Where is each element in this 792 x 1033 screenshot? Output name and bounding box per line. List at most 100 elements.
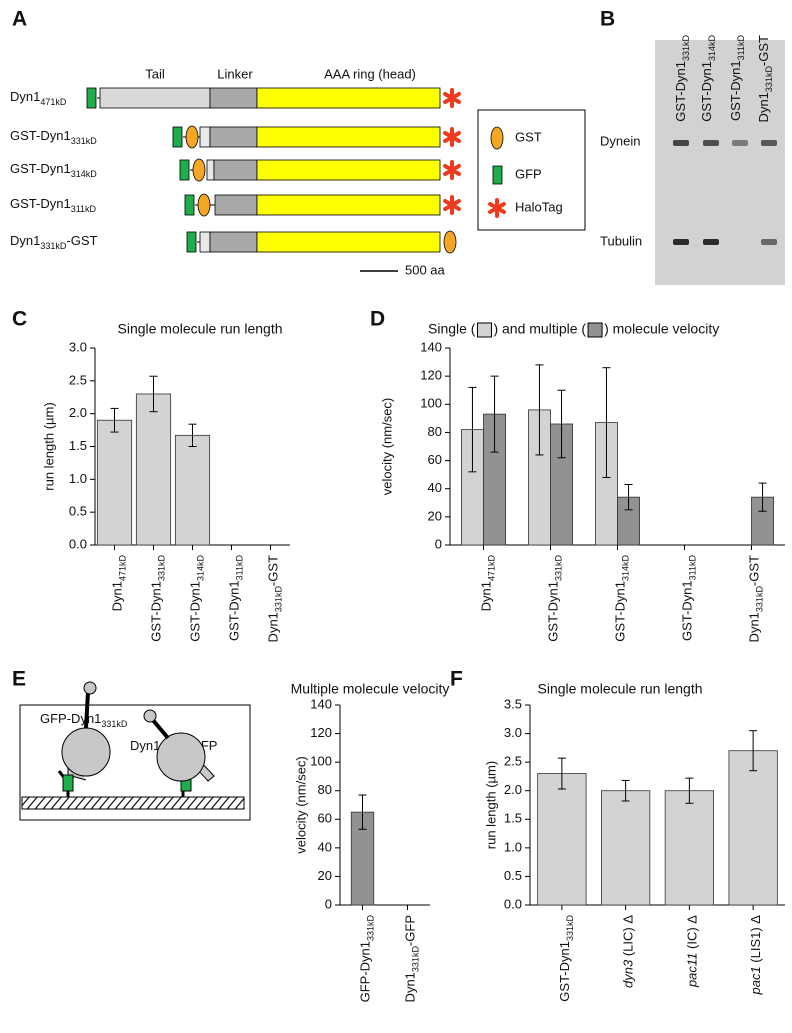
label-part: 331kD [554, 554, 564, 581]
label-part: 314kD [71, 169, 98, 179]
label-part: pac11 [685, 953, 700, 988]
domain [256, 231, 441, 253]
label-part: GST-Dyn1 [673, 61, 688, 122]
label-part: Dyn1 [10, 89, 40, 104]
label-part: 311kD [235, 555, 245, 581]
legend-swatch [476, 322, 492, 338]
y-tick-label: 0.0 [504, 896, 522, 911]
x-tick-label: Dyn1471kD [479, 554, 497, 611]
gel-band [673, 239, 689, 245]
label-part: GST-Dyn1 [149, 581, 164, 642]
domain [209, 126, 258, 148]
chart-title: Single molecule run length [118, 321, 283, 337]
label-part: 314kD [196, 554, 206, 581]
label-part: (LIC) Δ [621, 915, 636, 960]
y-tick-label: 0.0 [69, 536, 87, 551]
label-part: -GFP [403, 915, 418, 946]
legend-label: GST [515, 129, 542, 144]
label-part: 331kD [157, 554, 167, 581]
error-bar [758, 482, 767, 512]
gfp [184, 194, 195, 216]
y-tick-label: 1.0 [69, 471, 87, 486]
label-part: GST-Dyn1 [188, 581, 203, 642]
gst [197, 193, 211, 217]
halotag [488, 202, 506, 214]
label-part: GST-Dyn1 [728, 60, 743, 121]
domain-label: Linker [217, 66, 253, 81]
error-bar [110, 407, 119, 433]
domain [209, 231, 258, 253]
dynein-tip [143, 709, 157, 723]
label-part: 331kD [274, 586, 284, 613]
dynein-stalk [84, 691, 90, 729]
domain [206, 159, 215, 181]
label-part: 471kD [487, 554, 497, 581]
label-part: 331kD [366, 914, 376, 941]
label-part: Dyn1 [479, 581, 494, 611]
y-tick-label: 100 [420, 396, 442, 411]
error-bar [685, 777, 694, 804]
panel-letter: B [600, 8, 615, 31]
y-axis-label: run length (µm) [41, 402, 56, 490]
y-tick-label: 120 [420, 368, 442, 383]
domain-label: Tail [145, 66, 165, 81]
y-tick-label: 3.0 [69, 339, 87, 354]
label-part: -GST [266, 555, 281, 586]
halotag [443, 92, 461, 104]
bar [135, 393, 172, 546]
bar [96, 419, 133, 546]
y-tick-label: 60 [428, 452, 442, 467]
label-part: Dyn1 [266, 612, 281, 642]
error-bar [749, 730, 758, 772]
error-bar [621, 779, 630, 802]
panel-letter: F [450, 668, 463, 691]
legend-label: HaloTag [515, 199, 563, 214]
error-bar [468, 386, 477, 473]
y-tick-label: 40 [428, 480, 442, 495]
y-tick-label: 140 [310, 696, 332, 711]
x-tick-label: GST-Dyn1331kD [546, 554, 564, 641]
label-part: GST-Dyn1 [227, 580, 242, 641]
label-part: 314kD [621, 554, 631, 581]
y-tick-label: 80 [318, 782, 332, 797]
domain [199, 126, 211, 148]
label-part: Dyn1 [110, 581, 125, 611]
gst [192, 158, 206, 182]
y-axis-label: run length (µm) [483, 761, 498, 849]
bar [174, 434, 211, 546]
gst [490, 126, 504, 150]
chart-title: ) and multiple ( [493, 321, 586, 337]
gel-band [703, 140, 719, 146]
x-tick-label: pac11 (IC) Δ [685, 915, 700, 988]
label-part: 314kD [707, 34, 717, 61]
label-part: 331kD [565, 914, 575, 941]
x-tick-label: pac1 (LIS1) Δ [749, 915, 764, 996]
panel-letter: A [12, 8, 27, 31]
gfp [172, 126, 183, 148]
gfp [186, 231, 197, 253]
y-tick-label: 100 [310, 754, 332, 769]
error-bar [557, 757, 566, 790]
x-tick-label: GST-Dyn1314kD [188, 554, 206, 641]
x-tick-label: dyn3 (LIC) Δ [621, 915, 636, 988]
label-part: Dyn1 [403, 972, 418, 1002]
label-part: GFP-Dyn1 [40, 711, 101, 726]
label-part: 331kD [411, 946, 421, 973]
bar [537, 773, 587, 906]
y-tick-label: 140 [420, 339, 442, 354]
label-part: GST-Dyn1 [557, 941, 572, 1002]
label-part: GST-Dyn1 [680, 580, 695, 641]
y-tick-label: 3.5 [504, 696, 522, 711]
lane-label: Dyn1331kD-GST [756, 35, 774, 122]
y-tick-label: 1.5 [69, 438, 87, 453]
construct-label: GST-Dyn1314kD [10, 161, 97, 179]
label-part: 331kD [681, 34, 691, 61]
lane-label: GST-Dyn1331kD [673, 34, 691, 121]
x-tick-label: GST-Dyn1311kD [227, 555, 245, 642]
label-part: GST-Dyn1 [546, 581, 561, 642]
legend-box [477, 109, 586, 231]
y-tick-label: 2.0 [504, 782, 522, 797]
gfp [179, 159, 190, 181]
y-tick-label: 1.0 [504, 839, 522, 854]
error-bar [358, 794, 367, 830]
